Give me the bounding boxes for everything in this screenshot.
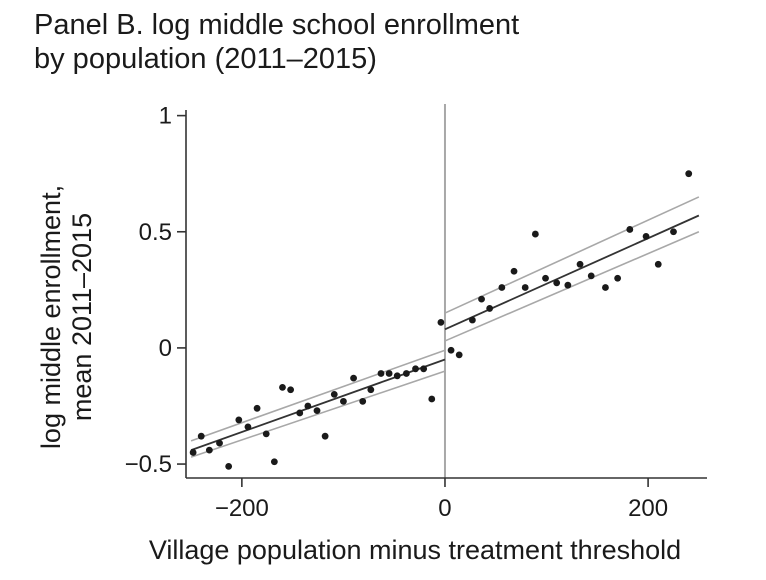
chart-title-line-2: by population (2011–2015) [34, 43, 377, 75]
data-point [402, 370, 410, 377]
data-point [437, 318, 445, 326]
data-point [216, 439, 223, 447]
data-point [654, 260, 662, 268]
ci-upper-right [444, 196, 700, 314]
data-point [478, 295, 485, 303]
data-point [685, 170, 693, 178]
ci-upper-left [190, 349, 446, 442]
data-point [313, 407, 321, 415]
x-tick-label: 200 [628, 495, 668, 522]
data-point [542, 274, 549, 282]
data-point [359, 397, 367, 405]
data-point [602, 284, 609, 291]
chart-title-line-1: Panel B. log middle school enrollment [34, 9, 520, 41]
data-point [498, 284, 506, 291]
data-point [420, 365, 428, 373]
data-point [564, 281, 572, 289]
data-point [531, 230, 539, 238]
data-point [393, 372, 401, 380]
y-tick-label: 0.5 [139, 219, 172, 246]
data-point [205, 446, 213, 454]
y-axis-label-line-1: log middle enrollment, [36, 185, 66, 449]
axes: 1 0.5 0 −0.5 −200 0 200 [125, 103, 707, 522]
data-point [330, 390, 338, 398]
data-point [262, 430, 270, 438]
data-point [626, 226, 634, 233]
y-tick-label: 0 [159, 335, 172, 362]
data-point [412, 365, 419, 373]
data-point [270, 458, 278, 466]
x-axis-label: Village population minus treatment thres… [149, 535, 681, 565]
data-point [587, 272, 595, 280]
data-point [614, 274, 622, 282]
fit-line-right [444, 214, 700, 331]
data-point [553, 279, 561, 287]
data-point [510, 267, 518, 275]
data-point [279, 384, 286, 391]
y-tick-label: 1 [159, 103, 172, 130]
data-point [225, 462, 233, 470]
data-point [468, 316, 476, 324]
data-point [486, 305, 494, 312]
x-tick-label: −200 [215, 495, 269, 522]
data-point [189, 449, 197, 456]
ci-lower-right [444, 231, 700, 342]
data-point [304, 402, 312, 410]
data-point [385, 370, 393, 377]
data-point [377, 370, 385, 377]
data-point [521, 284, 529, 291]
fit-line-left [190, 358, 446, 451]
x-tick-label: 0 [438, 495, 451, 522]
axis-labels: log middle enrollment, mean 2011–2015 Vi… [36, 185, 681, 565]
y-tick-label: −0.5 [125, 451, 172, 478]
data-point [235, 416, 243, 424]
data-point [642, 233, 650, 240]
data-point [296, 409, 304, 417]
confidence-bands [190, 196, 700, 458]
y-axis-label-line-2: mean 2011–2015 [67, 213, 97, 421]
data-point [455, 351, 463, 359]
data-point [321, 432, 329, 440]
data-point [447, 346, 455, 354]
data-point [244, 423, 252, 431]
data-point [350, 374, 357, 382]
data-points [189, 170, 693, 470]
data-point [576, 260, 584, 268]
data-point [197, 432, 205, 440]
data-point [670, 228, 677, 236]
data-point [367, 386, 375, 394]
data-point [287, 386, 295, 394]
data-point [428, 395, 436, 403]
data-point [253, 404, 261, 412]
data-point [340, 397, 347, 405]
ci-lower-left [190, 370, 446, 458]
